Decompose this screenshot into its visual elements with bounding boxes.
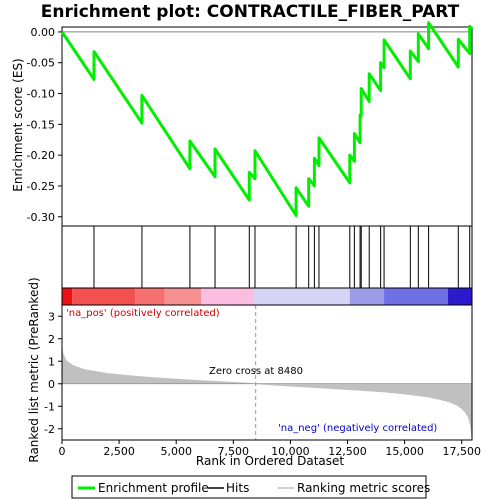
bottom-panel-bg — [62, 305, 472, 440]
x-tick-label: 7,500 — [218, 445, 250, 458]
x-tick-label: 10,000 — [271, 445, 310, 458]
ranking-metric-area — [61, 347, 473, 438]
gradient-segment — [72, 288, 136, 305]
gradient-segment — [253, 288, 350, 305]
chart-title: Enrichment plot: CONTRACTILE_FIBER_PART — [41, 2, 460, 22]
bottom-y-tick-label: 1 — [48, 355, 55, 368]
x-tick-label: 17,500 — [442, 445, 481, 458]
x-tick-label: 12,500 — [328, 445, 367, 458]
bottom-y-tick-label: -2 — [44, 423, 55, 436]
legend-label-metric: Ranking metric scores — [297, 481, 430, 495]
hits-panel — [61, 225, 473, 289]
top-y-tick-label: -0.05 — [27, 57, 55, 70]
bottom-y-tick-label: 2 — [48, 333, 55, 346]
neg-correlation-label: 'na_neg' (negatively correlated) — [278, 423, 437, 434]
gradient-segment — [448, 288, 472, 305]
x-tick-label: 2,500 — [103, 445, 135, 458]
x-tick-label: 0 — [59, 445, 66, 458]
x-tick-label: 15,000 — [385, 445, 424, 458]
gradient-segment — [135, 288, 165, 305]
bottom-y-tick-label: -1 — [44, 400, 55, 413]
bottom-y-axis-label: Ranked list metric (PreRanked) — [27, 277, 41, 462]
gradient-segment — [62, 288, 73, 305]
x-tick-label: 5,000 — [160, 445, 192, 458]
zero-cross-label: Zero cross at 8480 — [209, 366, 303, 377]
ranking-gradient-bar — [61, 287, 473, 306]
top-y-tick-label: -0.30 — [27, 211, 55, 224]
ranked-metric-panel: 3 2 1 0 -1 -2 0 2,500 5,000 7,500 10,000 12,500 15,0… — [44, 304, 481, 458]
legend-label-hits: Hits — [226, 481, 249, 495]
legend-box — [71, 475, 427, 499]
gradient-segment — [201, 288, 254, 305]
x-axis-label: Rank in Ordered Dataset — [196, 454, 344, 468]
top-y-tick-label: -0.25 — [27, 180, 55, 193]
gradient-segment — [349, 288, 385, 305]
top-y-tick-label: -0.15 — [27, 118, 55, 131]
top-panel-frame — [61, 26, 473, 227]
legend-label-enrichment: Enrichment profile — [98, 481, 209, 495]
bottom-y-tick-label: 3 — [48, 310, 55, 323]
pos-correlation-label: 'na_pos' (positively correlated) — [66, 308, 220, 319]
top-y-tick-label: -0.10 — [27, 88, 55, 101]
top-y-tick-label: 0.00 — [31, 26, 56, 39]
bottom-panel-frame — [61, 304, 473, 441]
legend: Enrichment profile Hits Ranking metric s… — [71, 475, 430, 499]
gradient-segment — [384, 288, 449, 305]
gradient-segment — [164, 288, 202, 305]
enrichment-profile-line — [60, 21, 474, 217]
enrichment-score-panel: 0.00 -0.05 -0.10 -0.15 -0.20 -0.25 -0.30 — [27, 21, 474, 227]
top-y-tick-label: -0.20 — [27, 149, 55, 162]
top-y-axis-label: Enrichment score (ES) — [11, 58, 25, 191]
bottom-y-tick-label: 0 — [48, 378, 55, 391]
